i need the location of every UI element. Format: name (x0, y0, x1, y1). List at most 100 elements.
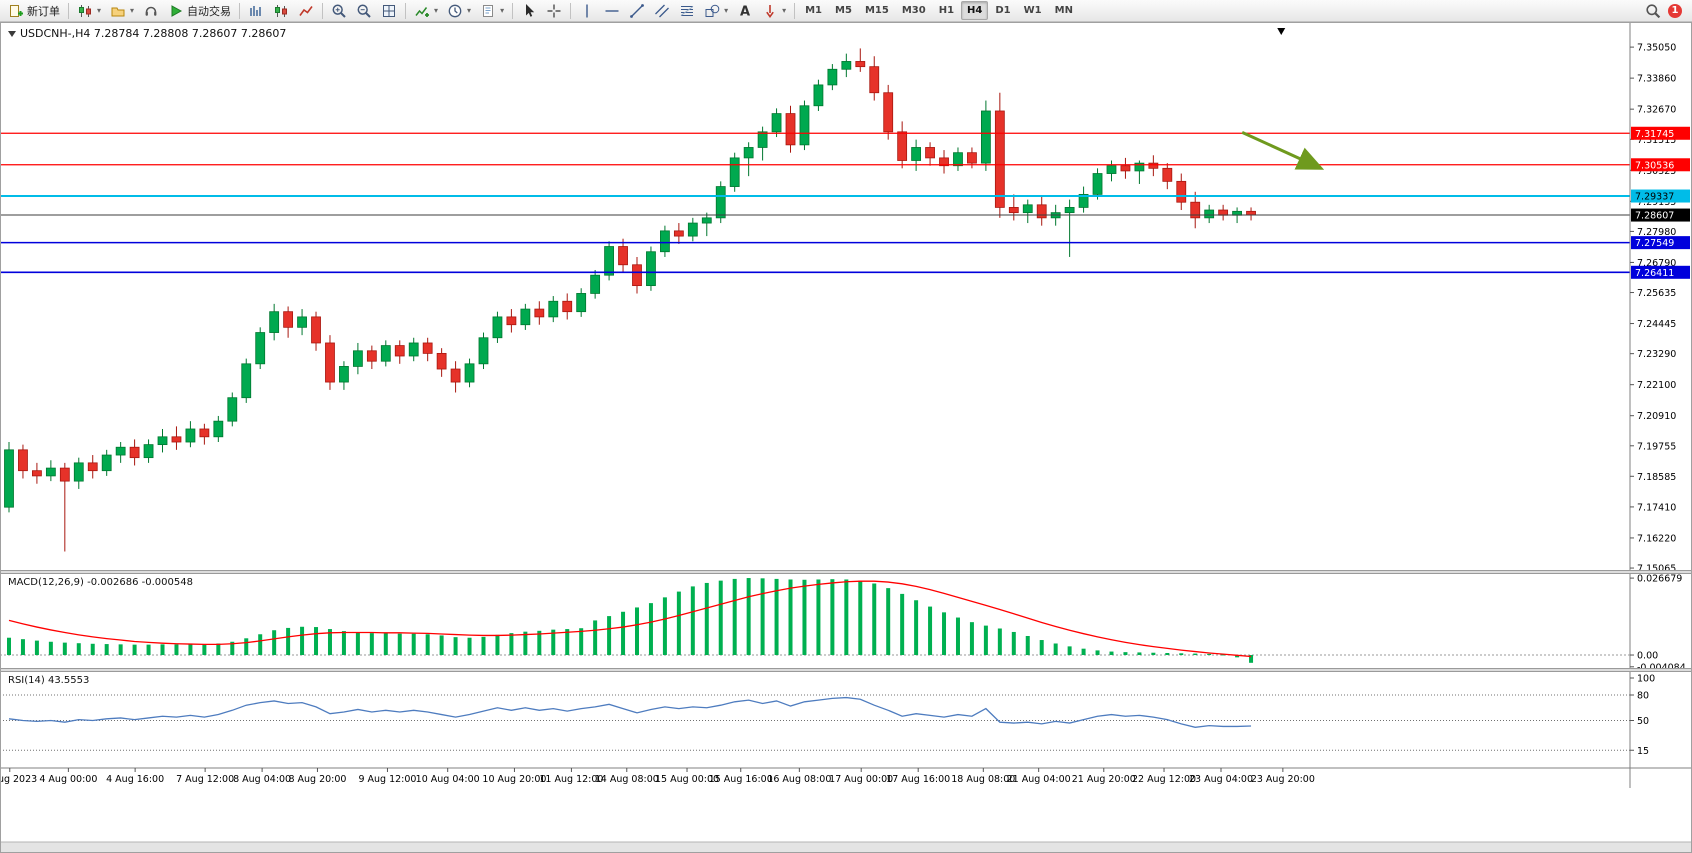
price-axis-label: 7.32670 (1637, 105, 1676, 116)
vline-icon (579, 3, 595, 19)
fibonacci-button[interactable] (675, 1, 699, 21)
autotrading-button[interactable]: 自动交易 (164, 1, 235, 21)
notification-badge[interactable]: 1 (1668, 3, 1682, 18)
chart-area[interactable]: USDCNH-,H4 7.28784 7.28808 7.28607 7.286… (0, 22, 1692, 853)
panel-divider-macd[interactable] (0, 570, 1692, 574)
rsi-axis-label: 15 (1637, 746, 1649, 757)
community-button[interactable] (139, 1, 163, 21)
toolbar-separator (794, 2, 796, 19)
time-axis-label: 8 Aug 04:00 (233, 774, 291, 785)
price-axis-label: 7.23290 (1637, 349, 1676, 360)
template-icon (480, 3, 496, 19)
autotrading-button-label: 自动交易 (187, 4, 232, 18)
shapes-button[interactable]: ▾ (700, 1, 732, 21)
time-axis-label: 21 Aug 20:00 (1072, 774, 1136, 785)
periods-button[interactable]: ▾ (443, 1, 475, 21)
trend-arrow-annotation[interactable] (1241, 130, 1325, 170)
time-axis-label: 21 Aug 04:00 (1007, 774, 1071, 785)
new-chart-button[interactable]: ▾ (73, 1, 105, 21)
price-axis-label: 7.27980 (1637, 227, 1676, 238)
symbol-dropdown-icon[interactable] (8, 31, 16, 37)
text-button[interactable]: A (733, 1, 757, 21)
timeframe-button-m1[interactable]: M1 (805, 5, 823, 16)
search-icon (1645, 3, 1661, 19)
chevron-down-icon: ▾ (782, 6, 787, 15)
macd-panel: MACD(12,26,9) -0.002686 -0.000548 0.02667… (0, 574, 1686, 673)
price-axis-label: 7.17410 (1637, 502, 1676, 513)
community-icon (143, 3, 159, 19)
bar-chart-button[interactable] (244, 1, 268, 21)
vertical-line-button[interactable] (575, 1, 599, 21)
time-axis-label: 10 Aug 20:00 (482, 774, 546, 785)
horizontal-line-button[interactable] (600, 1, 624, 21)
zoom-in-button[interactable] (327, 1, 351, 21)
price-axis-label: 7.22100 (1637, 380, 1676, 391)
indicators-button[interactable]: ▾ (410, 1, 442, 21)
zoom-out-button[interactable] (352, 1, 376, 21)
timeframe-button-m30[interactable]: M30 (901, 5, 926, 16)
timeframe-button-h1[interactable]: H1 (938, 5, 955, 16)
macd-axis-label: 0.026679 (1637, 574, 1682, 585)
rsi-axis-label: 100 (1637, 674, 1655, 685)
profiles-button[interactable]: ▾ (106, 1, 138, 21)
price-tag: 7.29337 (1631, 189, 1690, 203)
timeframe-button-mn[interactable]: MN (1054, 5, 1073, 16)
equidistant-channel-button[interactable] (650, 1, 674, 21)
time-axis-label: 15 Aug 16:00 (709, 774, 773, 785)
tile-windows-button[interactable] (377, 1, 401, 21)
crosshair-button[interactable] (542, 1, 566, 21)
time-axis-label: 22 Aug 12:00 (1132, 774, 1196, 785)
channel-icon (654, 3, 670, 19)
timeframe-button-m5[interactable]: M5 (835, 5, 852, 16)
time-axis-label: 9 Aug 12:00 (358, 774, 416, 785)
price-tag: 7.30536 (1631, 158, 1690, 172)
autotrade-play-icon (168, 3, 184, 19)
cursor-icon (521, 3, 537, 19)
macd-axis-label: 0.00 (1637, 651, 1658, 662)
timeframe-button-m15[interactable]: M15 (864, 5, 889, 16)
templates-button[interactable]: ▾ (476, 1, 508, 21)
svg-text:7.29337: 7.29337 (1635, 192, 1674, 203)
timeframe-button-d1[interactable]: D1 (995, 5, 1011, 16)
time-axis-label: 4 Aug 00:00 (39, 774, 97, 785)
search-button[interactable] (1641, 1, 1665, 21)
fibonacci-icon (679, 3, 695, 19)
candlestick-chart-button[interactable] (269, 1, 293, 21)
time-axis-label: 16 Aug 08:00 (767, 774, 831, 785)
svg-text:7.28607: 7.28607 (1635, 211, 1674, 222)
time-axis-label: 15 Aug 00:00 (655, 774, 719, 785)
svg-text:7.30536: 7.30536 (1635, 160, 1674, 171)
time-axis-label: 17 Aug 00:00 (829, 774, 893, 785)
arrows-button[interactable]: ▾ (758, 1, 790, 21)
new-order-button[interactable]: 新订单 (4, 1, 64, 21)
chart-background (0, 22, 1692, 853)
hline-icon (604, 3, 620, 19)
cursor-button[interactable] (517, 1, 541, 21)
timeframe-button-w1[interactable]: W1 (1023, 5, 1042, 16)
time-axis-label: 3 Aug 2023 (0, 774, 37, 785)
clock-icon (447, 3, 463, 19)
time-axis-label: 17 Aug 16:00 (886, 774, 950, 785)
line-chart-button[interactable] (294, 1, 318, 21)
price-axis-label: 7.31515 (1637, 135, 1676, 146)
panel-divider-rsi[interactable] (0, 668, 1692, 672)
candles-icon (273, 3, 289, 19)
time-axis-label: 23 Aug 04:00 (1189, 774, 1253, 785)
macd-axis-label: -0.004084 (1637, 662, 1686, 673)
tile-icon (381, 3, 397, 19)
chevron-down-icon: ▾ (434, 6, 439, 15)
price-axis-label: 7.33860 (1637, 74, 1676, 85)
price-axis-label: 7.18585 (1637, 472, 1676, 483)
toolbar-separator (405, 2, 407, 19)
crosshair-icon (546, 3, 562, 19)
chevron-down-icon: ▾ (500, 6, 505, 15)
trendline-button[interactable] (625, 1, 649, 21)
rsi-line (8, 696, 1252, 728)
line-chart-icon (298, 3, 314, 19)
time-axis-label: 14 Aug 08:00 (595, 774, 659, 785)
timeframe-button-h4[interactable]: H4 (961, 1, 989, 20)
price-axis-label: 7.19755 (1637, 441, 1676, 452)
price-axis-label: 7.24445 (1637, 319, 1676, 330)
